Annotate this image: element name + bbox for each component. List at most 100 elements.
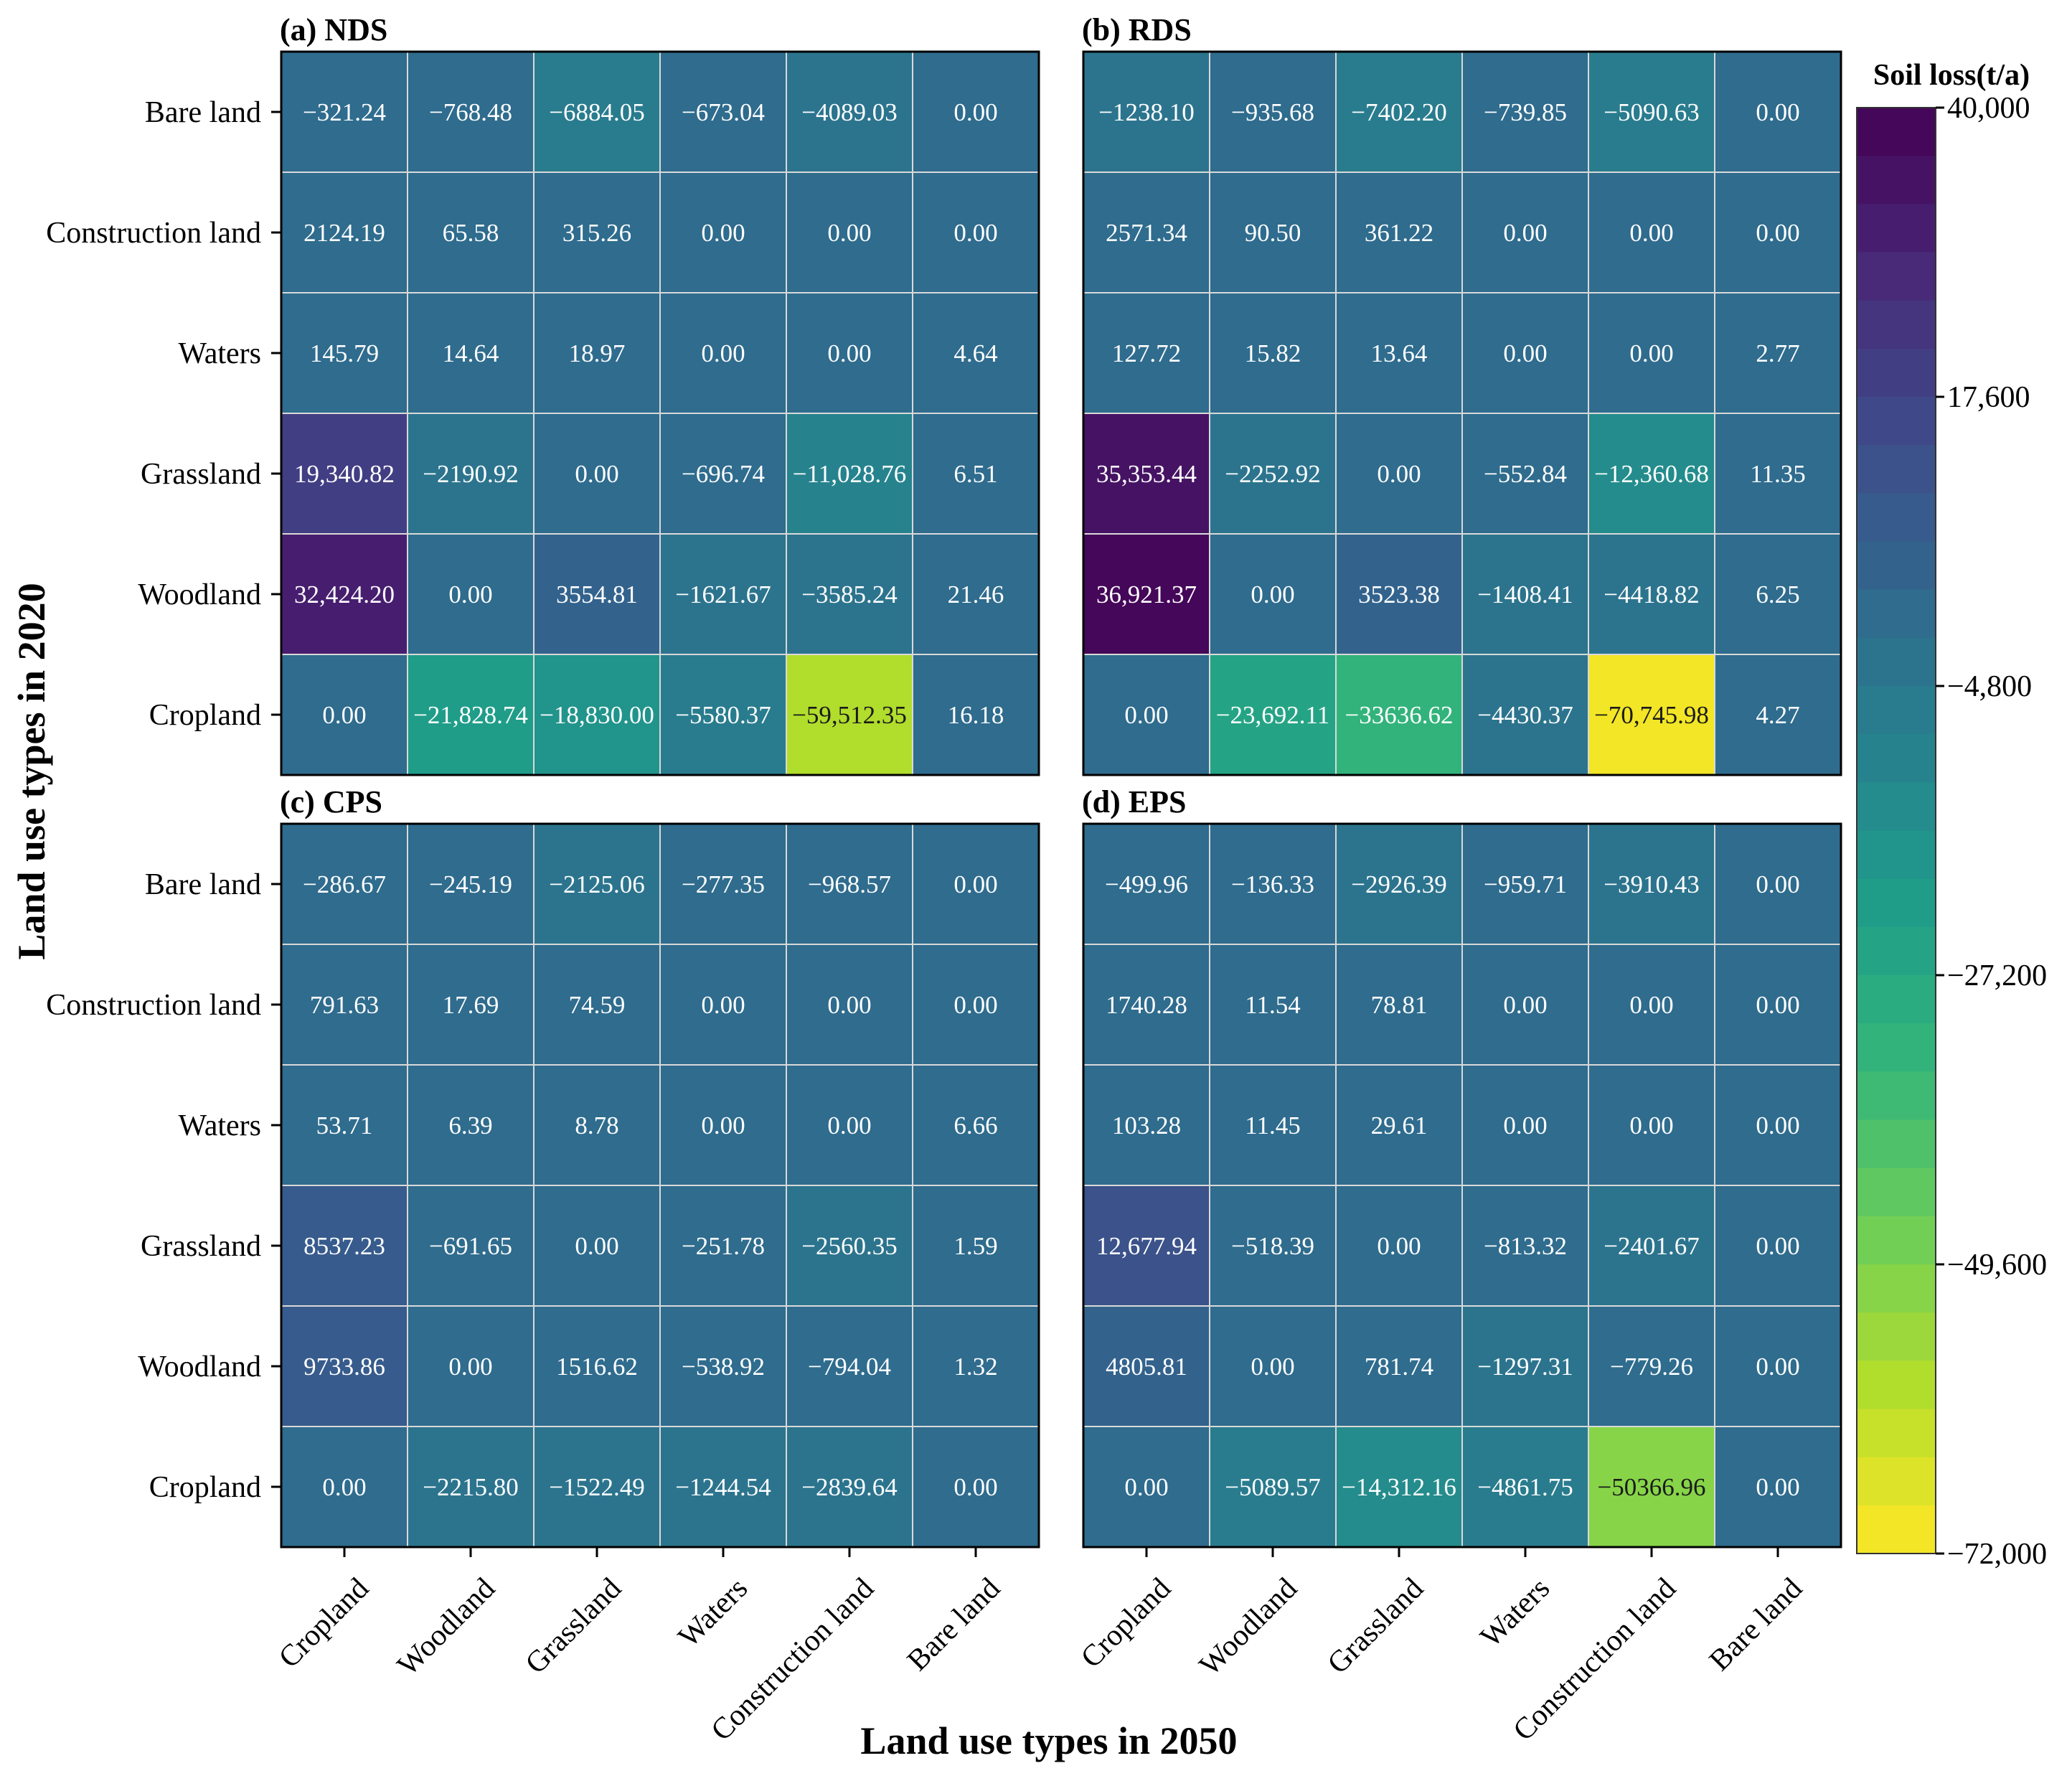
heatmap-cell (1714, 292, 1842, 414)
panel-frame (280, 50, 1040, 776)
cell-value-label: 0.00 (1377, 460, 1421, 488)
cell-value-label: 0.00 (1756, 1232, 1799, 1260)
cell-value-label: 0.00 (1629, 1112, 1673, 1139)
heatmap-cell (1588, 654, 1715, 776)
heatmap-cell (912, 1185, 1040, 1307)
heatmap-cell (1083, 944, 1210, 1066)
heatmap-cell (786, 1185, 913, 1307)
cell-value-label: −4089.03 (801, 98, 898, 126)
cell-value-label: 0.00 (1756, 98, 1799, 126)
cell-value-label: 0.00 (1503, 219, 1547, 247)
colorbar-segment (1857, 589, 1936, 639)
cell-value-label: 361.22 (1365, 219, 1433, 247)
heatmap-cell (407, 413, 535, 535)
colorbar-tick-label: −72,000 (1947, 1538, 2047, 1571)
heatmap-cell (912, 944, 1040, 1066)
y-tick-label: Bare land (145, 868, 261, 901)
heatmap-cell (1714, 51, 1842, 173)
cell-value-label: −23,692.11 (1216, 701, 1329, 729)
heatmap-cell (407, 1064, 535, 1186)
heatmap-cell (407, 1185, 535, 1307)
cell-value-label: −277.35 (682, 870, 765, 898)
cell-value-label: 2571.34 (1106, 219, 1187, 247)
cell-value-label: 0.00 (1756, 1473, 1799, 1501)
cell-value-label: 0.00 (953, 1473, 997, 1501)
cell-value-label: −552.84 (1484, 460, 1567, 488)
cell-value-label: −4430.37 (1477, 701, 1573, 729)
cell-value-label: −499.96 (1105, 870, 1188, 898)
cell-value-label: −3585.24 (801, 581, 898, 608)
x-tick-label: Bare land (1703, 1572, 1809, 1678)
colorbar-segment (1857, 445, 1936, 494)
cell-value-label: −3910.43 (1604, 870, 1700, 898)
cell-value-label: −21,828.74 (413, 701, 528, 729)
cell-value-label: 0.00 (448, 1353, 492, 1381)
heatmap-cell (1714, 1426, 1842, 1548)
colorbar-segment (1857, 686, 1936, 735)
cell-value-label: 0.00 (827, 991, 871, 1019)
colorbar-segment (1857, 541, 1936, 591)
heatmap-cell (1209, 292, 1337, 414)
cell-value-label: 6.66 (953, 1112, 997, 1139)
cell-value-label: 65.58 (443, 219, 499, 247)
heatmap-cell (1209, 1064, 1337, 1186)
heatmap-cell (1083, 51, 1210, 173)
heatmap-cell (912, 292, 1040, 414)
cell-value-label: 14.64 (443, 339, 499, 367)
heatmap-cell (786, 533, 913, 655)
cell-value-label: −6884.05 (549, 98, 645, 126)
cell-value-label: −959.71 (1484, 870, 1567, 898)
cell-value-label: 0.00 (1629, 991, 1673, 1019)
cell-value-label: 6.25 (1756, 581, 1799, 608)
heatmap-cell (1209, 51, 1337, 173)
heatmap-cell (281, 533, 408, 655)
heatmap-cell (659, 1185, 787, 1307)
heatmap-cell (533, 1185, 661, 1307)
colorbar-title: Soil loss(t/a) (1873, 59, 2030, 92)
cell-value-label: 4805.81 (1106, 1353, 1187, 1381)
colorbar-segment (1857, 1023, 1936, 1072)
cell-value-label: −5089.57 (1225, 1473, 1321, 1501)
heatmap-cell (533, 1064, 661, 1186)
heatmap-cell (1209, 171, 1337, 293)
heatmap-cell (786, 823, 913, 945)
cell-value-label: 0.00 (1503, 1112, 1547, 1139)
cell-value-label: −4418.82 (1604, 581, 1700, 608)
cell-value-label: 0.00 (322, 701, 366, 729)
heatmap-cell (786, 292, 913, 414)
colorbar-frame (1856, 107, 1936, 1554)
cell-value-label: 53.71 (316, 1112, 373, 1139)
cell-value-label: −1297.31 (1477, 1353, 1573, 1381)
x-tick-label: Grassland (519, 1572, 628, 1681)
colorbar-tick-label: −4,800 (1947, 670, 2032, 703)
cell-value-label: 36,921.37 (1096, 581, 1197, 608)
heatmap-cell (912, 1064, 1040, 1186)
cell-value-label: −1244.54 (675, 1473, 771, 1501)
cell-value-label: 0.00 (448, 581, 492, 608)
y-tick-label: Bare land (145, 96, 261, 129)
cell-value-label: −33636.62 (1345, 701, 1454, 729)
heatmap-cell (1588, 413, 1715, 535)
cell-value-label: 1740.28 (1106, 991, 1187, 1019)
cell-value-label: −245.19 (429, 870, 512, 898)
heatmap-cell (1083, 1426, 1210, 1548)
heatmap-cell (786, 51, 913, 173)
heatmap-cell (1461, 1305, 1589, 1427)
heatmap-cell (786, 1305, 913, 1427)
cell-value-label: 35,353.44 (1096, 460, 1197, 488)
x-tick-label: Bare land (901, 1572, 1007, 1678)
panel-a: (a) NDS −321.24 −768.48 −6884.05 −673.04 −408… (46, 12, 1040, 776)
cell-value-label: 8.78 (575, 1112, 618, 1139)
y-tick-label: Woodland (138, 578, 261, 611)
panel-frame (1082, 50, 1842, 776)
cell-value-label: −5090.63 (1604, 98, 1700, 126)
colorbar-segment (1857, 1457, 1936, 1506)
heatmap-cell (659, 51, 787, 173)
cell-value-label: 781.74 (1365, 1353, 1433, 1381)
heatmap-cell (1588, 944, 1715, 1066)
colorbar-segment (1857, 1167, 1936, 1217)
heatmap-cell (659, 413, 787, 535)
cell-value-label: 0.00 (953, 219, 997, 247)
cell-value-label: 18.97 (569, 339, 626, 367)
cell-value-label: 2.77 (1756, 339, 1799, 367)
